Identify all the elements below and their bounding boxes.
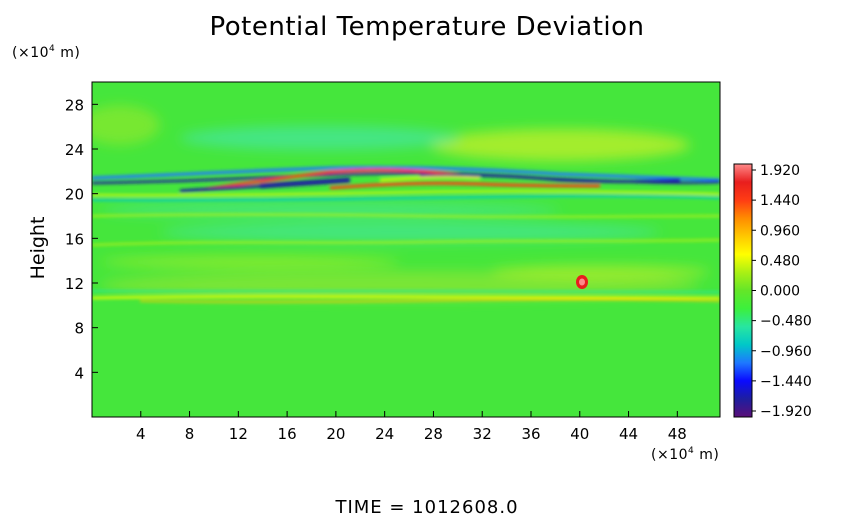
- x-tick-label: 28: [424, 425, 443, 443]
- y-tick-label: 12: [65, 275, 84, 293]
- colorbar-tick-label: −1.920: [760, 404, 812, 420]
- x-tick-label: 24: [375, 425, 394, 443]
- wave-features: [92, 165, 720, 303]
- colorbar-tick-label: 0.960: [760, 223, 800, 239]
- colorbar-tick-label: 1.920: [760, 163, 800, 179]
- x-axis-unit: (×104 m): [651, 446, 719, 463]
- heatmap-field: [92, 82, 720, 417]
- x-tick-label: 32: [473, 425, 492, 443]
- y-tick-label: 16: [65, 230, 84, 248]
- x-tick-label: 4: [136, 425, 146, 443]
- x-unit-suffix: m): [694, 447, 720, 463]
- colorbar-bar: [733, 163, 753, 418]
- x-tick-label: 48: [668, 425, 687, 443]
- colorbar-tick-label: −0.480: [760, 314, 812, 330]
- x-unit-exponent: 4: [688, 446, 695, 456]
- colorbar-tick-label: −1.440: [760, 374, 812, 390]
- x-tick-label: 12: [229, 425, 248, 443]
- colorbar-tick-label: 0.480: [760, 253, 800, 269]
- x-tick-label: 44: [619, 425, 638, 443]
- y-tick-label: 24: [65, 141, 84, 159]
- chart-title: Potential Temperature Deviation: [209, 12, 645, 42]
- y-tick-label: 20: [65, 186, 84, 204]
- y-axis-unit: (×104 m): [12, 44, 80, 61]
- x-tick-label: 40: [570, 425, 589, 443]
- y-tick-label: 4: [74, 364, 84, 382]
- colorbar-labels: 1.920 1.440 0.960 0.480 0.000 −0.480 −0.960 −1.…: [752, 163, 812, 420]
- colorbar-tick-label: −0.960: [760, 344, 812, 360]
- y-tick-label: 8: [74, 320, 84, 338]
- plot-frame: [91, 81, 721, 418]
- x-tick-label: 16: [278, 425, 297, 443]
- y-tick-label: 28: [65, 96, 84, 114]
- time-footer: TIME = 1012608.0: [335, 497, 519, 518]
- colorbar-tick-label: 0.000: [760, 284, 800, 300]
- x-tick-label: 20: [326, 425, 345, 443]
- colorbar: 1.920 1.440 0.960 0.480 0.000 −0.480 −0.960 −1.…: [733, 163, 812, 420]
- y-unit-prefix: (×10: [12, 45, 50, 61]
- hot-spot-core: [579, 278, 585, 286]
- x-tick-label: 36: [521, 425, 540, 443]
- y-unit-exponent: 4: [49, 44, 56, 54]
- y-unit-suffix: m): [55, 45, 81, 61]
- x-unit-prefix: (×10: [651, 447, 689, 463]
- x-tick-label: 8: [185, 425, 195, 443]
- colorbar-tick-label: 1.440: [760, 193, 800, 209]
